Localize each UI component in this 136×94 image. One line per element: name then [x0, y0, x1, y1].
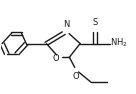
Text: NH$_2$: NH$_2$	[110, 37, 128, 49]
Text: O: O	[72, 72, 79, 81]
Text: S: S	[93, 18, 98, 27]
Text: O: O	[53, 54, 59, 63]
Text: N: N	[64, 20, 70, 29]
